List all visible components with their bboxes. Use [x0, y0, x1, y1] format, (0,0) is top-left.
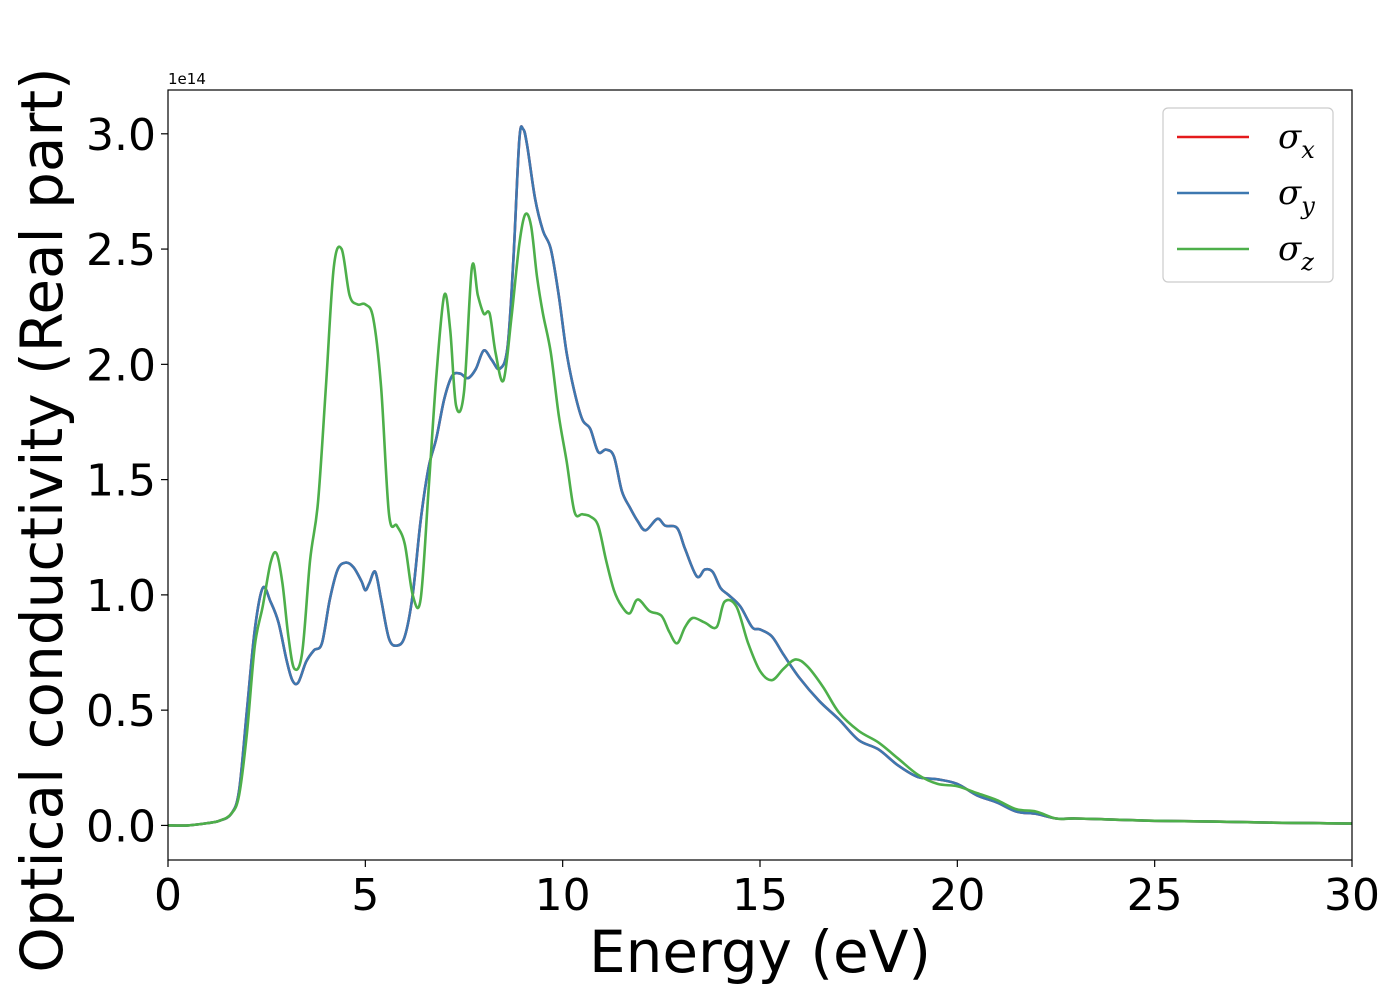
x-tick-label: 20 — [929, 870, 985, 921]
x-tick-label: 5 — [351, 870, 379, 921]
x-tick-label: 15 — [732, 870, 788, 921]
y-axis-ticks: 0.0 0.5 1.0 1.5 2.0 2.5 3.0 — [86, 110, 168, 852]
legend-box — [1162, 107, 1334, 283]
y-axis-offset-label: 1e14 — [168, 70, 206, 88]
legend: σx σy σz — [1162, 107, 1334, 283]
series-layer — [168, 125, 1352, 827]
legend-label-y: σy — [1278, 173, 1315, 220]
series-line-y — [168, 125, 1352, 827]
x-tick-label: 0 — [154, 870, 182, 921]
y-tick-label: 0.5 — [86, 686, 156, 737]
x-axis-label: Energy (eV) — [589, 918, 931, 986]
y-tick-label: 1.0 — [86, 571, 156, 622]
x-tick-label: 30 — [1324, 870, 1380, 921]
series-line-z — [168, 212, 1352, 827]
y-tick-label: 2.5 — [86, 225, 156, 276]
legend-label-z: σz — [1278, 229, 1314, 276]
x-tick-label: 10 — [535, 870, 591, 921]
y-axis-label: Optical conductivity (Real part) — [8, 67, 76, 972]
y-tick-label: 3.0 — [86, 110, 156, 161]
x-tick-label: 25 — [1127, 870, 1183, 921]
y-tick-label: 1.5 — [86, 456, 156, 507]
y-tick-label: 2.0 — [86, 340, 156, 391]
legend-label-x: σx — [1278, 117, 1315, 164]
x-axis-ticks: 0 5 10 15 20 25 30 — [154, 860, 1380, 921]
y-tick-label: 0.0 — [86, 801, 156, 852]
